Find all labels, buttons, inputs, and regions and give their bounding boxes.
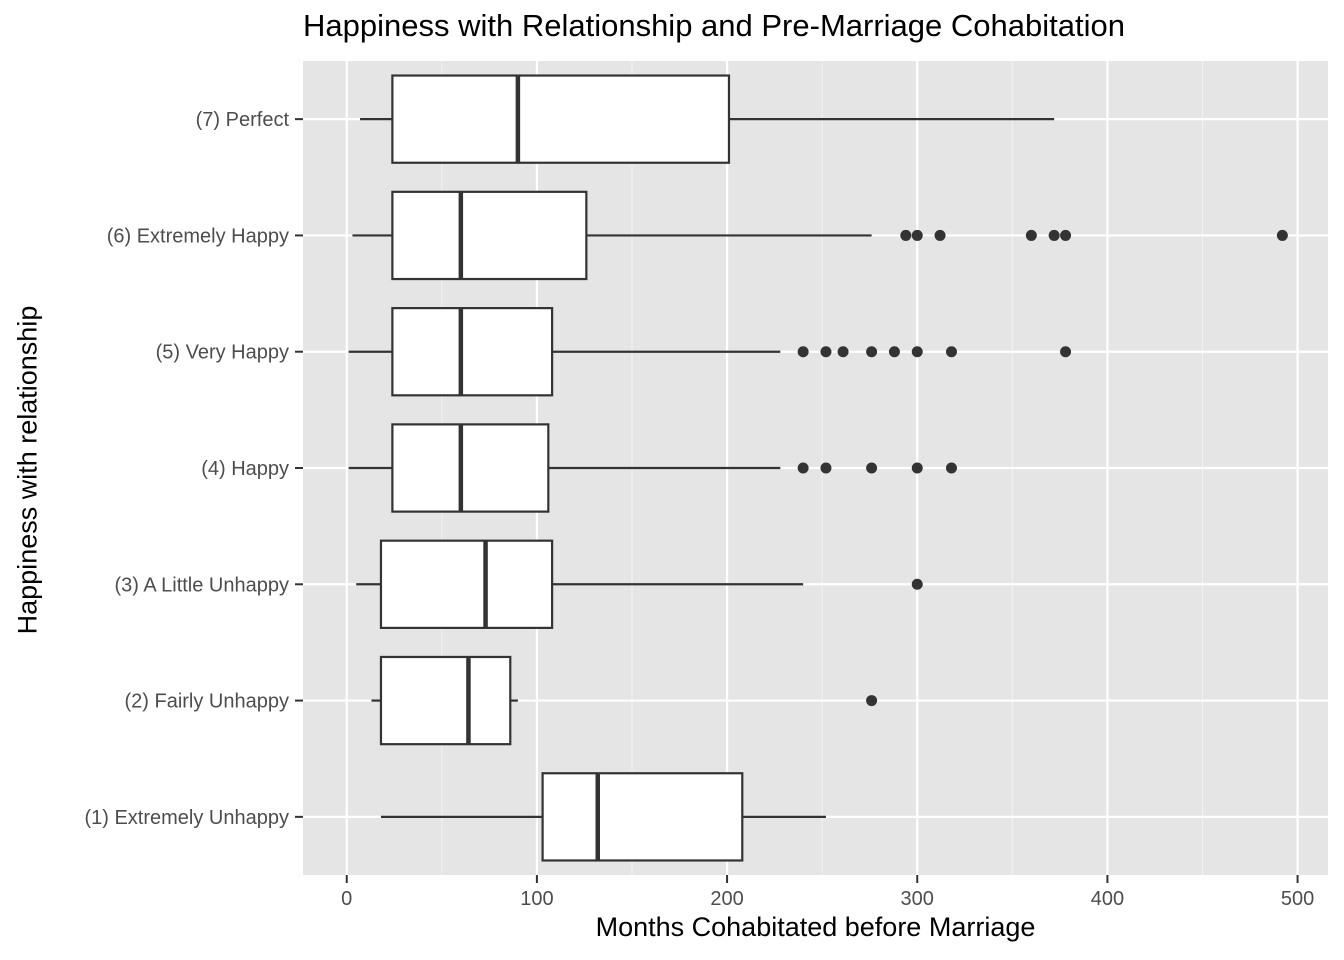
outlier-point xyxy=(934,229,946,241)
chart-title: Happiness with Relationship and Pre-Marr… xyxy=(303,8,1125,43)
outlier-point xyxy=(911,462,923,474)
outlier-point xyxy=(1060,229,1072,241)
y-tick-label: (4) Happy xyxy=(201,458,289,480)
outlier-point xyxy=(900,229,912,241)
outlier-point xyxy=(1048,229,1060,241)
x-tick-label: 200 xyxy=(710,888,743,910)
outlier-point xyxy=(866,462,878,474)
outlier-point xyxy=(837,346,849,358)
outlier-point xyxy=(945,346,957,358)
y-tick-label: (6) Extremely Happy xyxy=(107,225,289,247)
y-tick-label: (5) Very Happy xyxy=(156,342,289,364)
outlier-point xyxy=(820,462,832,474)
outlier-point xyxy=(911,229,923,241)
outlier-point xyxy=(911,578,923,590)
y-tick-label: (2) Fairly Unhappy xyxy=(124,691,289,713)
box-iqr xyxy=(379,539,554,629)
x-tick-label: 300 xyxy=(901,888,934,910)
x-tick-label: 100 xyxy=(520,888,553,910)
outlier-point xyxy=(820,346,832,358)
x-tick-label: 500 xyxy=(1281,888,1314,910)
outlier-point xyxy=(797,462,809,474)
outlier-point xyxy=(1025,229,1037,241)
outlier-point xyxy=(866,346,878,358)
y-tick-label: (3) A Little Unhappy xyxy=(114,574,289,596)
outlier-point xyxy=(797,346,809,358)
box-iqr xyxy=(391,423,550,513)
y-axis-title: Happiness with relationship xyxy=(12,305,43,635)
outlier-point xyxy=(866,695,878,707)
box-iqr xyxy=(541,772,744,862)
y-tick-label: (7) Perfect xyxy=(196,109,290,131)
x-tick-label: 0 xyxy=(341,888,352,910)
outlier-point xyxy=(945,462,957,474)
x-tick-label: 400 xyxy=(1091,888,1124,910)
x-axis-title: Months Cohabitated before Marriage xyxy=(595,912,1036,942)
outlier-point xyxy=(1060,346,1072,358)
box-iqr xyxy=(379,655,512,746)
outlier-point xyxy=(1276,229,1288,241)
y-tick-label: (1) Extremely Unhappy xyxy=(84,807,289,829)
box-iqr xyxy=(391,190,588,281)
outlier-point xyxy=(888,346,900,358)
box-iqr xyxy=(391,74,731,164)
outlier-point xyxy=(911,346,923,358)
box-iqr xyxy=(391,307,554,397)
